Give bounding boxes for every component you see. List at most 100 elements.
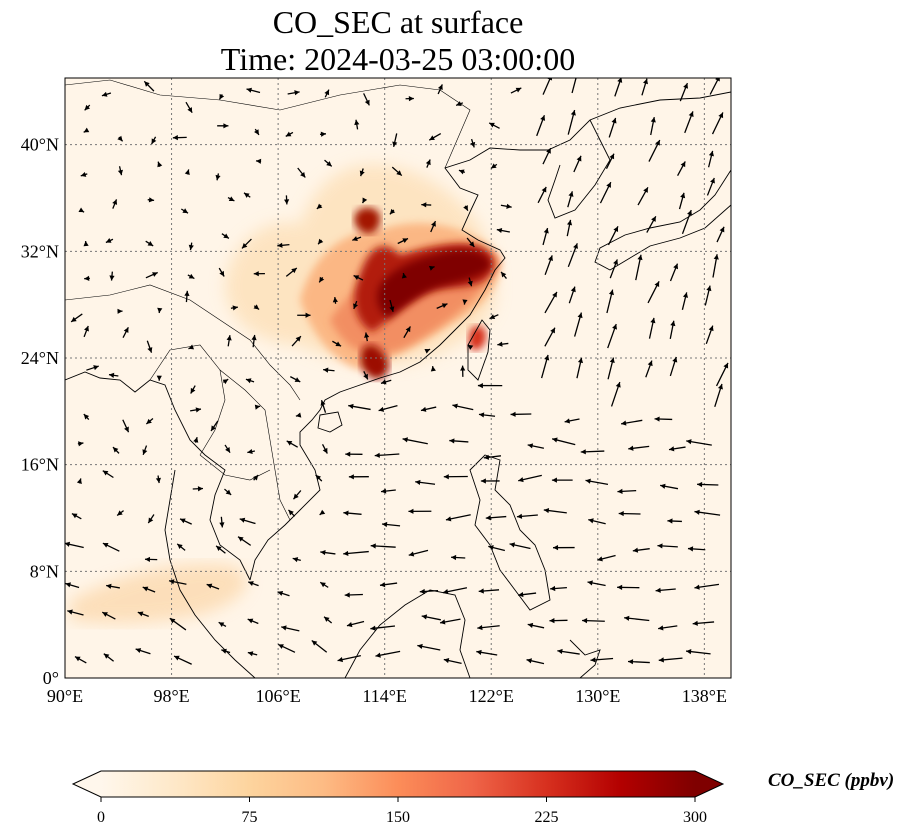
- wind-arrow: [122, 327, 129, 339]
- lat-tick-label: 0°: [43, 668, 59, 688]
- lon-tick-label: 122°E: [469, 686, 514, 706]
- wind-arrow: [567, 109, 576, 135]
- wind-arrow: [684, 111, 694, 134]
- wind-arrow: [417, 643, 441, 651]
- wind-arrow: [84, 104, 91, 111]
- wind-arrow: [345, 451, 363, 457]
- wind-arrow: [624, 615, 650, 622]
- wind-arrow: [230, 305, 238, 311]
- wind-arrow: [318, 276, 325, 283]
- wind-arrow: [243, 192, 251, 198]
- wind-arrow: [392, 133, 398, 148]
- wind-arrow: [105, 238, 114, 244]
- wind-arrow: [667, 518, 682, 524]
- wind-arrow: [184, 169, 190, 175]
- wind-arrow: [551, 477, 573, 483]
- wind-arrow: [467, 277, 473, 287]
- wind-arrow: [319, 509, 326, 516]
- wind-arrow: [658, 625, 678, 631]
- wind-arrow: [108, 372, 119, 378]
- wind-arrow: [677, 161, 686, 176]
- wind-arrow: [544, 327, 556, 347]
- lat-tick-label: 16°N: [21, 455, 59, 475]
- wind-arrow: [363, 93, 370, 106]
- wind-arrow: [647, 281, 660, 304]
- wind-arrow: [716, 226, 725, 243]
- wind-arrow: [715, 362, 729, 387]
- wind-arrow: [364, 332, 370, 342]
- wind-arrow: [566, 219, 573, 237]
- wind-arrow: [337, 655, 361, 663]
- wind-arrow: [343, 550, 369, 557]
- wind-arrow: [425, 159, 431, 168]
- wind-arrow: [509, 542, 531, 550]
- wind-arrow: [320, 400, 327, 413]
- wind-arrow: [193, 437, 199, 443]
- wind-arrow: [488, 122, 500, 129]
- wind-arrow: [297, 312, 311, 318]
- wind-arrow: [221, 233, 230, 239]
- wind-arrow: [646, 215, 657, 233]
- longitude-axis: 90°E 98°E 106°E 114°E 122°E 130°E 138°E: [47, 686, 727, 706]
- wind-arrow: [540, 354, 550, 379]
- wind-arrow: [567, 191, 574, 208]
- wind-arrow: [172, 135, 187, 141]
- wind-arrow: [346, 620, 365, 628]
- wind-arrow: [389, 299, 395, 312]
- wind-arrow: [106, 583, 120, 589]
- wind-arrow: [627, 659, 650, 665]
- wind-arrow: [146, 340, 153, 353]
- wind-arrow: [477, 382, 503, 389]
- plume-taiwan: [468, 325, 487, 351]
- wind-arrow: [445, 514, 471, 522]
- wind-arrow: [658, 657, 683, 663]
- wind-arrow: [221, 648, 231, 654]
- wind-arrow: [185, 101, 193, 114]
- wind-arrow: [70, 313, 83, 323]
- coastline-hainan: [317, 411, 343, 433]
- wind-arrow: [678, 192, 686, 210]
- wind-arrow: [420, 406, 437, 412]
- wind-arrow: [112, 446, 120, 454]
- wind-arrow: [168, 579, 187, 585]
- wind-arrow: [145, 240, 154, 247]
- border-inland-1: [65, 284, 301, 401]
- wind-arrow: [669, 356, 678, 377]
- wind-arrow: [321, 444, 328, 454]
- wind-arrow: [599, 181, 612, 204]
- wind-arrow: [483, 454, 502, 460]
- wind-arrow: [215, 173, 221, 181]
- wind-arrow: [544, 291, 558, 314]
- wind-arrow: [537, 186, 547, 204]
- wind-arrow: [557, 648, 580, 655]
- wind-arrow: [215, 545, 226, 554]
- wind-arrow: [135, 648, 151, 655]
- wind-arrow: [455, 101, 464, 107]
- wind-arrow: [71, 512, 82, 520]
- wind-arrow: [147, 197, 155, 203]
- lat-tick-label: 32°N: [21, 241, 59, 261]
- plume-core-dark: [377, 250, 491, 318]
- wind-arrow: [641, 78, 649, 96]
- wind-arrow: [550, 585, 567, 592]
- wind-arrow: [536, 115, 546, 137]
- wind-arrow: [588, 518, 606, 525]
- wind-arrow: [660, 483, 679, 490]
- wind-arrow: [319, 581, 329, 588]
- wind-arrow: [375, 650, 401, 658]
- wind-arrow: [252, 474, 259, 481]
- wind-arrow: [226, 335, 232, 347]
- wind-arrow: [317, 238, 324, 245]
- lat-tick-label: 40°N: [21, 135, 59, 155]
- wind-arrow: [443, 657, 462, 665]
- wind-arrow: [654, 416, 673, 422]
- wind-arrow: [251, 334, 257, 348]
- plume-hotspot-south: [360, 344, 389, 379]
- wind-arrow: [543, 507, 567, 514]
- wind-arrow: [628, 445, 650, 451]
- wind-arrow: [466, 237, 475, 248]
- map-title: CO_SEC at surface: [272, 4, 524, 40]
- wind-arrow: [145, 271, 158, 279]
- wind-arrow: [694, 583, 720, 590]
- wind-arrow: [315, 474, 323, 482]
